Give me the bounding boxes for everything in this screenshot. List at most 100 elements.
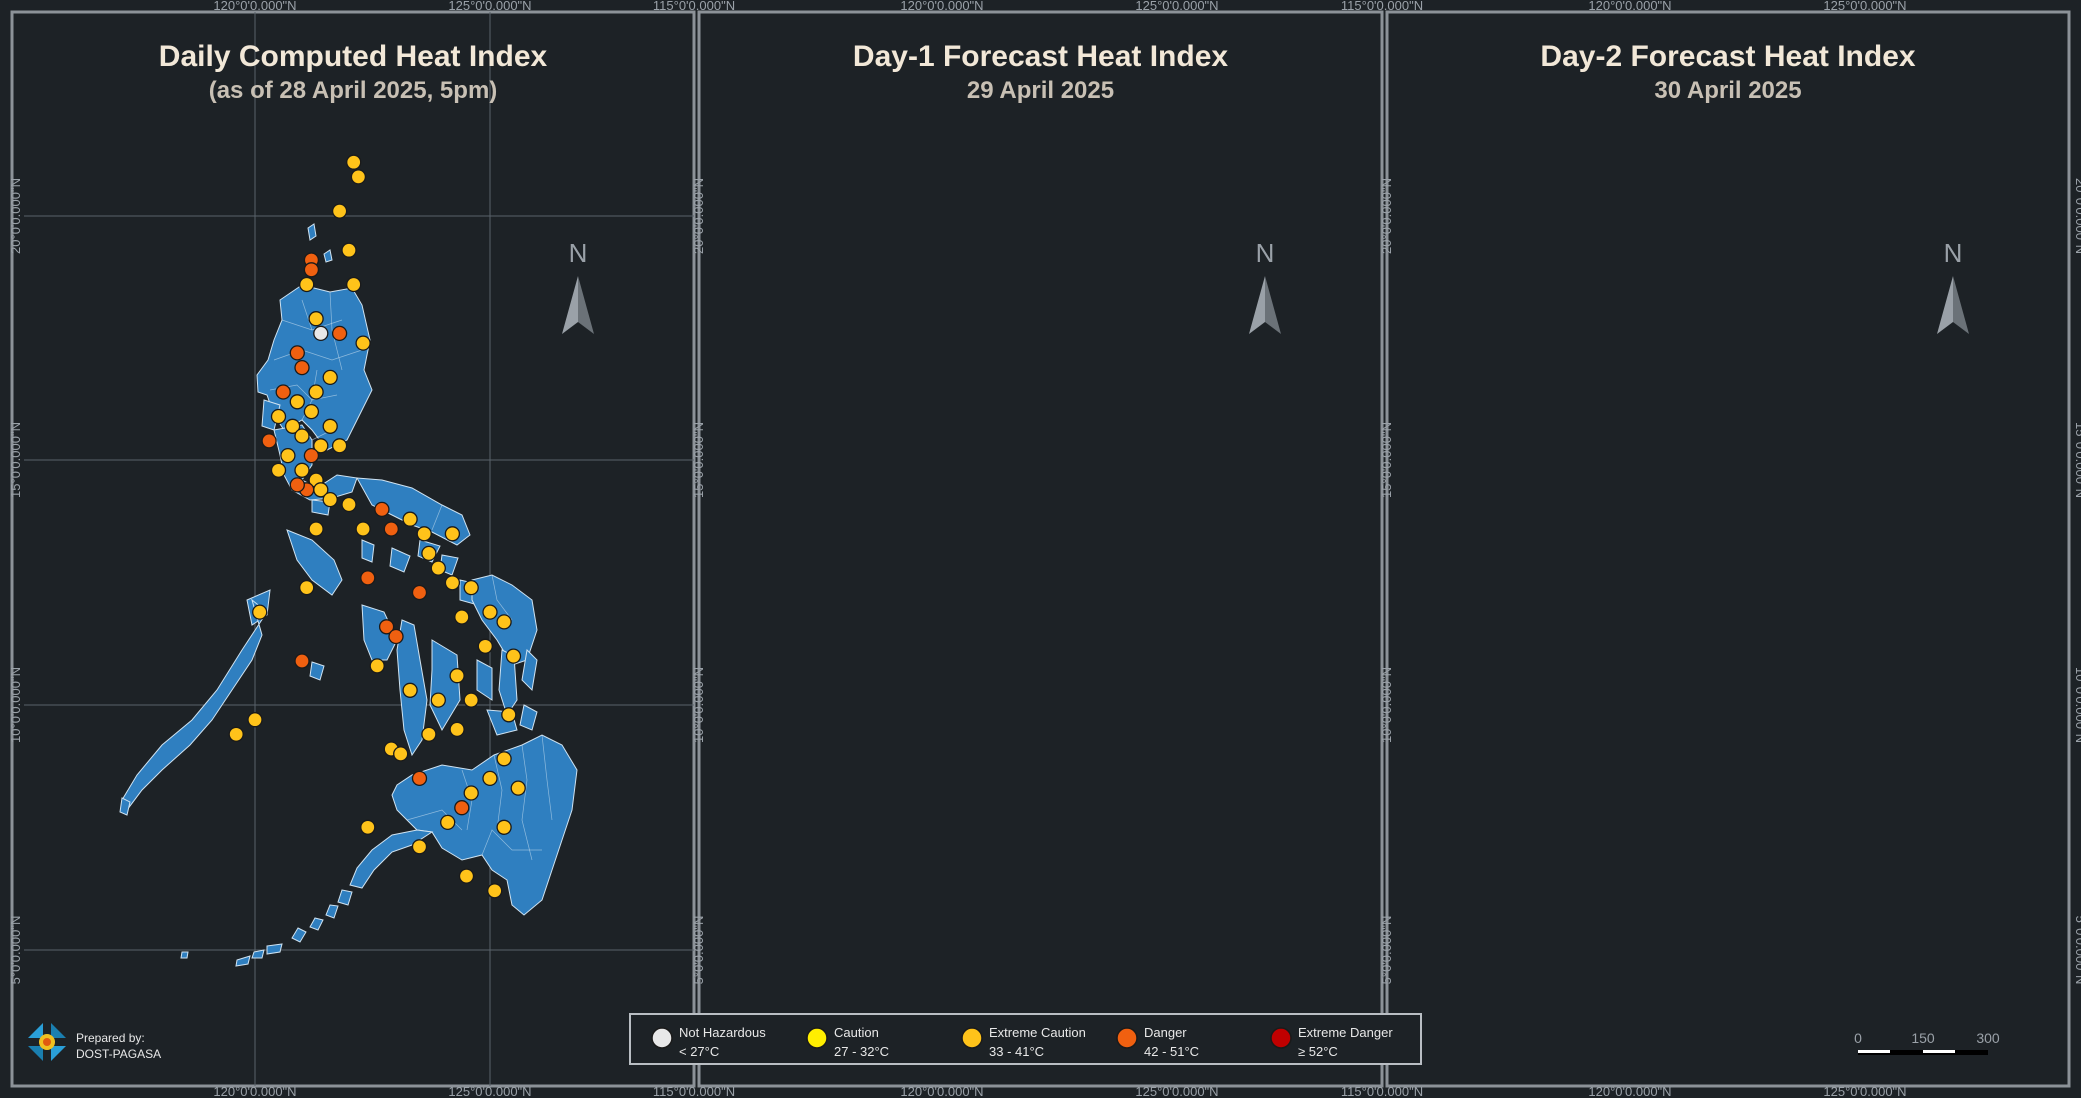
heat-index-station-marker xyxy=(454,800,470,816)
heat-index-station-marker xyxy=(1118,693,1132,707)
heat-index-station-marker xyxy=(1820,527,1834,541)
latitude-label: 5°0'0.000"N xyxy=(691,916,706,985)
panel-title: Day-2 Forecast Heat Index xyxy=(1540,40,1915,73)
heat-index-station-marker xyxy=(1623,713,1637,727)
heat-index-station-marker xyxy=(1698,419,1712,433)
heat-index-station-marker xyxy=(982,654,996,668)
heat-index-station-marker xyxy=(1750,502,1764,516)
heat-index-station-marker xyxy=(1872,752,1886,766)
heat-index-station-marker xyxy=(454,609,470,625)
heat-index-station-marker xyxy=(1118,561,1132,575)
heat-index-station-marker xyxy=(1020,204,1034,218)
credit-line-2: DOST-PAGASA xyxy=(76,1047,161,1061)
longitude-label-top: 125°0'0.000"N xyxy=(1135,0,1218,13)
heat-index-station-marker xyxy=(996,522,1010,536)
scale-bar-segment xyxy=(1858,1050,1890,1053)
legend-range: 42 - 51°C xyxy=(1144,1044,1199,1059)
heat-index-station-marker xyxy=(991,449,1005,463)
heat-index-station-marker xyxy=(1670,361,1684,375)
legend-label: Extreme Danger xyxy=(1298,1025,1393,1040)
heat-index-station-marker xyxy=(1104,527,1118,541)
heat-index-station-marker xyxy=(1684,385,1698,399)
heat-index-station-marker xyxy=(346,154,362,170)
heat-index-station-marker xyxy=(1137,669,1151,683)
heat-index-station-marker xyxy=(1010,370,1024,384)
heat-index-station-marker xyxy=(280,447,296,464)
heat-index-station-marker xyxy=(973,419,987,433)
heat-index-station-marker xyxy=(421,726,437,742)
scale-bar-tick-label: 0 xyxy=(1854,1030,1862,1046)
heat-index-station-marker xyxy=(487,883,503,899)
heat-index-station-marker xyxy=(313,438,329,454)
heat-index-station-marker xyxy=(303,403,320,420)
heat-index-station-marker xyxy=(1670,463,1684,477)
heat-index-station-marker xyxy=(482,770,498,787)
heat-index-station-marker xyxy=(1076,630,1090,644)
legend-range: ≥ 52°C xyxy=(1298,1044,1338,1059)
latitude-label: 10°0'0.000"N xyxy=(691,667,706,743)
heat-index-station-marker xyxy=(294,428,310,444)
heat-index-station-marker xyxy=(1675,581,1689,595)
heat-index-station-marker xyxy=(987,581,1001,595)
heat-index-station-marker xyxy=(1151,581,1165,595)
legend-swatch xyxy=(806,1027,828,1049)
heat-index-station-marker xyxy=(1647,463,1661,477)
heat-index-station-marker xyxy=(1665,346,1679,360)
north-label: N xyxy=(1944,238,1963,268)
heat-index-station-marker xyxy=(1661,419,1675,433)
heat-index-station-marker xyxy=(1048,820,1062,834)
heat-index-station-marker xyxy=(1038,170,1052,184)
heat-index-station-marker xyxy=(1057,659,1071,673)
heat-index-station-marker xyxy=(505,648,522,664)
heat-index-station-marker xyxy=(1062,502,1076,516)
longitude-label-top: 120°0'0.000"N xyxy=(1588,0,1671,13)
latitude-label: 15°0'0.000"N xyxy=(2073,422,2081,498)
panel-title: Day-1 Forecast Heat Index xyxy=(853,40,1228,73)
heat-index-station-marker xyxy=(294,359,310,376)
legend-swatch xyxy=(1270,1027,1292,1049)
heat-index-station-marker xyxy=(977,478,991,492)
heat-index-station-marker xyxy=(308,311,324,327)
heat-index-station-marker xyxy=(1029,498,1043,512)
heat-index-station-marker xyxy=(289,394,305,410)
heat-index-station-marker xyxy=(1081,747,1095,761)
heat-index-station-marker xyxy=(1656,449,1670,463)
heat-index-station-marker xyxy=(1665,478,1679,492)
legend-label: Extreme Caution xyxy=(989,1025,1086,1040)
heat-index-station-marker xyxy=(1170,605,1184,619)
heat-index-station-marker xyxy=(1670,654,1684,668)
heat-index-station-marker xyxy=(1100,840,1114,854)
heat-index-station-marker xyxy=(1090,683,1104,697)
philippines-landmass xyxy=(807,224,1264,966)
heat-index-station-marker xyxy=(440,814,456,831)
heat-index-station-marker xyxy=(496,819,512,835)
legend-item: Caution 27 - 32°C xyxy=(806,1025,889,1059)
heat-index-station-marker xyxy=(1806,561,1820,575)
heat-index-station-marker xyxy=(1043,522,1057,536)
heat-index-station-marker xyxy=(350,169,367,185)
heat-index-station-marker xyxy=(1679,405,1693,419)
heat-index-station-marker xyxy=(959,463,973,477)
north-arrow-icon: N xyxy=(1249,238,1281,334)
heat-index-station-marker xyxy=(1175,884,1189,898)
latitude-label: 10°0'0.000"N xyxy=(2073,667,2081,743)
heat-index-station-marker xyxy=(1020,439,1034,453)
heat-index-station-marker xyxy=(477,638,493,654)
scale-bar-segment xyxy=(1923,1050,1955,1053)
heat-index-station-marker xyxy=(1872,615,1886,629)
heat-index-station-marker xyxy=(1769,747,1783,761)
heat-index-station-marker xyxy=(1863,884,1877,898)
heat-index-station-marker xyxy=(303,262,320,278)
heat-index-station-marker xyxy=(308,384,324,400)
heat-index-station-marker xyxy=(289,477,305,493)
heat-index-station-marker xyxy=(1170,771,1184,785)
heat-index-station-marker xyxy=(1759,742,1773,756)
heat-index-station-marker xyxy=(1736,571,1750,585)
heat-index-station-marker xyxy=(1100,586,1114,600)
heat-index-station-marker xyxy=(313,482,329,498)
heat-index-station-marker xyxy=(1675,483,1689,497)
heat-index-station-marker xyxy=(1684,312,1698,326)
legend-range: 27 - 32°C xyxy=(834,1044,889,1059)
heat-index-station-marker xyxy=(308,521,324,537)
heat-index-station-marker xyxy=(1722,278,1736,292)
